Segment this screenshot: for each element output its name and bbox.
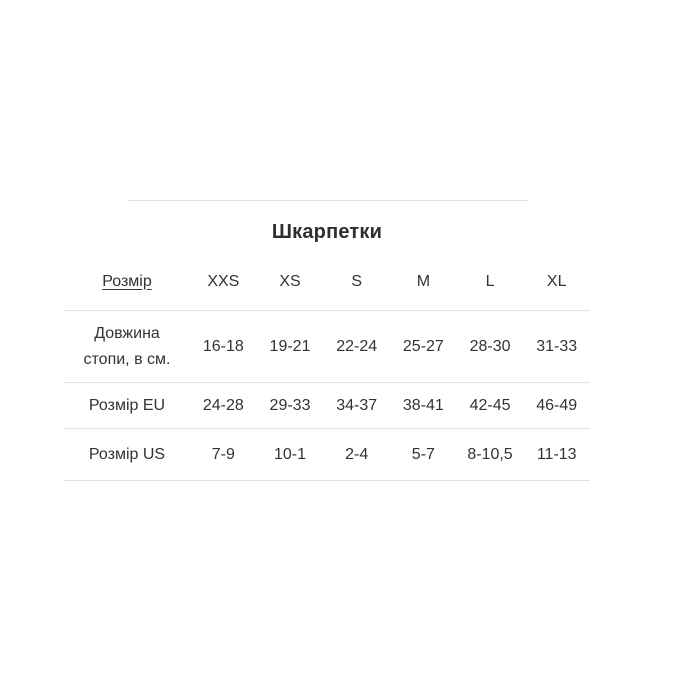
cell-foot-length-xl: 31-33 [536, 337, 578, 355]
cell-foot-length-s: 22-24 [336, 337, 378, 355]
cell-eu-s: 34-37 [336, 396, 378, 414]
table-row-eu-size: Розмір EU 24-28 29-33 34-37 38-41 42-45 … [64, 383, 590, 429]
cell-us-l: 8-10,5 [467, 445, 513, 463]
cell-eu-xl: 46-49 [536, 396, 578, 414]
size-header-link[interactable]: Розмір [102, 272, 152, 290]
row-label-foot-length: Довжина стопи, в см. [83, 324, 171, 368]
row-label-eu-size: Розмір EU [88, 396, 166, 414]
section-title: Шкарпетки [271, 221, 383, 243]
column-header-l: L [485, 272, 495, 290]
row-label-us-size: Розмір US [88, 445, 166, 463]
column-header-xs: XS [279, 272, 301, 290]
size-table-header-row: Розмір XXS XS S M L XL [64, 253, 590, 311]
cell-us-s: 2-4 [345, 445, 369, 463]
cell-us-xl: 11-13 [536, 445, 577, 463]
size-table: Розмір XXS XS S M L XL Довжина стопи, в … [64, 253, 590, 481]
section-divider [128, 200, 528, 201]
cell-foot-length-l: 28-30 [469, 337, 511, 355]
column-header-xl: XL [546, 272, 567, 290]
cell-us-m: 5-7 [411, 445, 435, 463]
table-row-us-size: Розмір US 7-9 10-1 2-4 5-7 8-10,5 11-13 [64, 429, 590, 481]
cell-foot-length-xs: 19-21 [269, 337, 311, 355]
column-header-s: S [351, 272, 363, 290]
cell-us-xs: 10-1 [273, 445, 307, 463]
cell-eu-l: 42-45 [469, 396, 511, 414]
cell-eu-xxs: 24-28 [202, 396, 244, 414]
column-header-xxs: XXS [207, 272, 240, 290]
size-header-cell: Розмір [64, 269, 190, 295]
cell-eu-m: 38-41 [402, 396, 444, 414]
cell-foot-length-m: 25-27 [402, 337, 444, 355]
cell-us-xxs: 7-9 [211, 445, 235, 463]
cell-eu-xs: 29-33 [269, 396, 311, 414]
table-row-foot-length: Довжина стопи, в см. 16-18 19-21 22-24 2… [64, 311, 590, 383]
column-header-m: M [416, 272, 431, 290]
cell-foot-length-xxs: 16-18 [202, 337, 244, 355]
